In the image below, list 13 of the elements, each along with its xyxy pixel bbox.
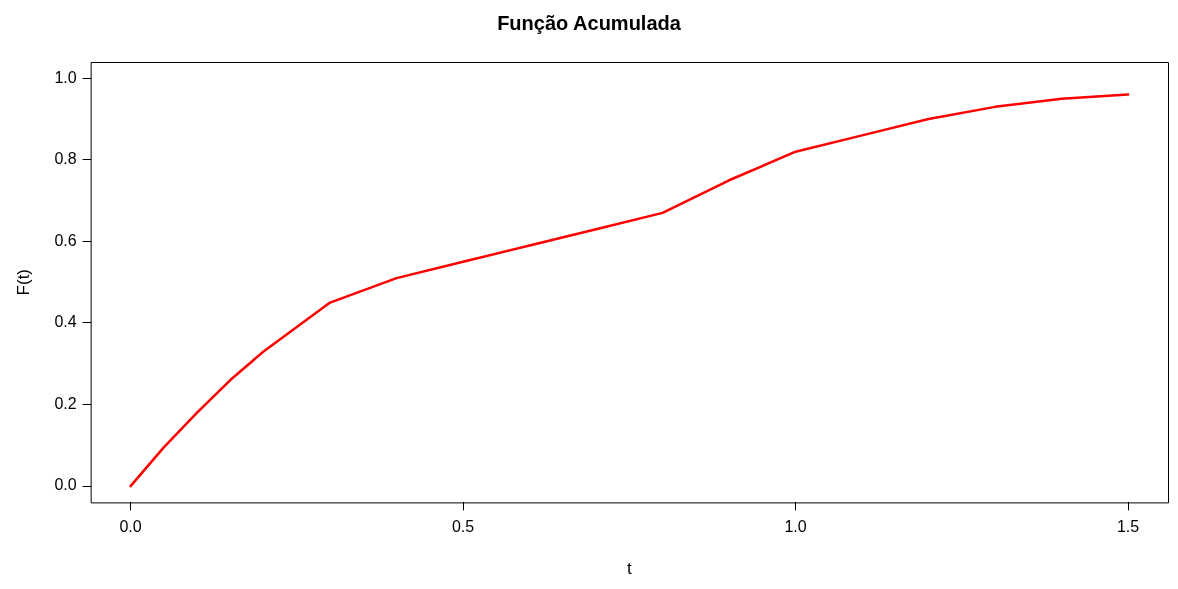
y-tick-label: 0.4 — [54, 313, 77, 331]
y-tick-label: 0.6 — [54, 231, 77, 249]
x-tick-label: 0.0 — [119, 518, 142, 536]
y-tick-label: 1.0 — [54, 68, 77, 86]
x-tick-label: 1.5 — [1116, 518, 1140, 536]
y-tick-label: 0.8 — [54, 150, 77, 168]
x-tick-label: 0.5 — [451, 518, 475, 536]
y-axis-title: F(t) — [13, 268, 33, 296]
x-tick-label: 1.0 — [784, 518, 807, 536]
y-tick-label: 0.2 — [54, 394, 77, 412]
x-axis-title: t — [626, 559, 632, 579]
chart-title: Função Acumulada — [497, 11, 682, 34]
y-tick-label: 0.0 — [54, 476, 77, 494]
